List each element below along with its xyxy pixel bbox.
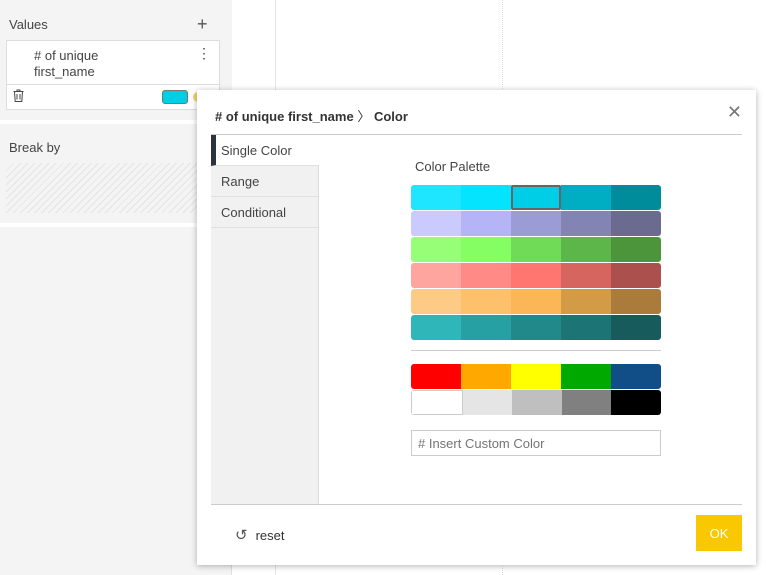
value-item-name: # of unique first_name [34,48,98,80]
color-swatch[interactable] [461,289,511,314]
palette-row [411,211,661,236]
color-swatch[interactable] [611,364,661,389]
divider [0,120,232,124]
color-swatch[interactable] [561,364,611,389]
color-swatch[interactable] [511,263,561,288]
color-swatch[interactable] [561,289,611,314]
divider [211,504,742,505]
value-name-line1: # of unique [34,48,99,63]
color-swatch[interactable] [561,390,612,415]
color-swatch[interactable] [561,315,611,340]
value-item[interactable]: # of unique first_name ⋮ [6,40,220,110]
color-swatch[interactable] [611,289,661,314]
color-swatch[interactable] [611,263,661,288]
color-swatch[interactable] [611,185,661,210]
break-by-dropzone[interactable] [6,163,216,213]
divider [7,84,219,85]
title-section: Color [373,109,408,124]
palette-row [411,237,661,262]
color-swatch[interactable] [611,237,661,262]
value-name-line2: first_name [34,64,95,79]
color-dialog: # of unique first_name 〉 Color ✕ Single … [197,90,756,565]
break-by-label: Break by [9,140,61,155]
reset-label: reset [255,528,285,543]
color-swatch[interactable] [411,315,461,340]
tab-conditional[interactable]: Conditional [211,197,318,228]
color-swatch[interactable] [461,211,511,236]
color-swatch[interactable] [411,185,461,210]
color-swatch[interactable] [461,263,511,288]
custom-color-input[interactable] [411,430,661,456]
reset-icon: ↺ [235,527,248,544]
color-mode-tabs: Single Color Range Conditional [211,135,319,504]
palette-row [411,390,661,415]
trash-icon[interactable] [13,89,24,102]
title-field: # of unique first_name [215,109,354,124]
color-swatch[interactable] [462,390,513,415]
color-swatch[interactable] [512,390,562,415]
color-swatch[interactable] [461,185,511,210]
ok-button[interactable]: OK [696,515,742,551]
color-swatch[interactable] [411,390,463,415]
color-palette-label: Color Palette [415,159,491,174]
divider [411,350,661,351]
color-swatch[interactable] [611,315,661,340]
color-palette [411,185,661,341]
color-swatch[interactable] [611,211,661,236]
color-swatch[interactable] [511,364,561,389]
more-options-icon[interactable]: ⋮ [197,45,211,61]
divider [211,134,742,135]
color-swatch[interactable] [511,185,561,210]
palette-row [411,185,661,210]
color-swatch[interactable] [411,289,461,314]
palette-row [411,364,661,389]
divider [0,223,232,227]
color-swatch[interactable] [461,364,511,389]
color-swatch[interactable] [411,364,461,389]
color-swatch[interactable] [561,263,611,288]
reset-button[interactable]: ↺ reset [235,526,292,544]
close-icon[interactable]: ✕ [726,102,742,122]
color-swatch[interactable] [461,237,511,262]
color-swatch[interactable] [511,237,561,262]
dialog-title: # of unique first_name 〉 Color [215,106,408,125]
palette-row [411,289,661,314]
breadcrumb-separator: 〉 [357,109,371,124]
palette-row [411,263,661,288]
color-swatch[interactable] [511,289,561,314]
color-swatch[interactable] [511,315,561,340]
color-swatch[interactable] [561,237,611,262]
values-label: Values [9,17,48,32]
color-swatch[interactable] [561,211,611,236]
color-swatch[interactable] [411,211,461,236]
color-swatch-button[interactable] [162,90,188,104]
color-swatch[interactable] [411,263,461,288]
tab-range[interactable]: Range [211,166,318,197]
color-swatch[interactable] [461,315,511,340]
color-swatch[interactable] [561,185,611,210]
color-swatch[interactable] [411,237,461,262]
palette-row [411,315,661,340]
color-swatch[interactable] [611,390,661,415]
tab-single-color[interactable]: Single Color [211,135,319,166]
add-value-icon[interactable]: + [197,14,208,34]
color-swatch[interactable] [511,211,561,236]
basic-colors [411,364,661,416]
